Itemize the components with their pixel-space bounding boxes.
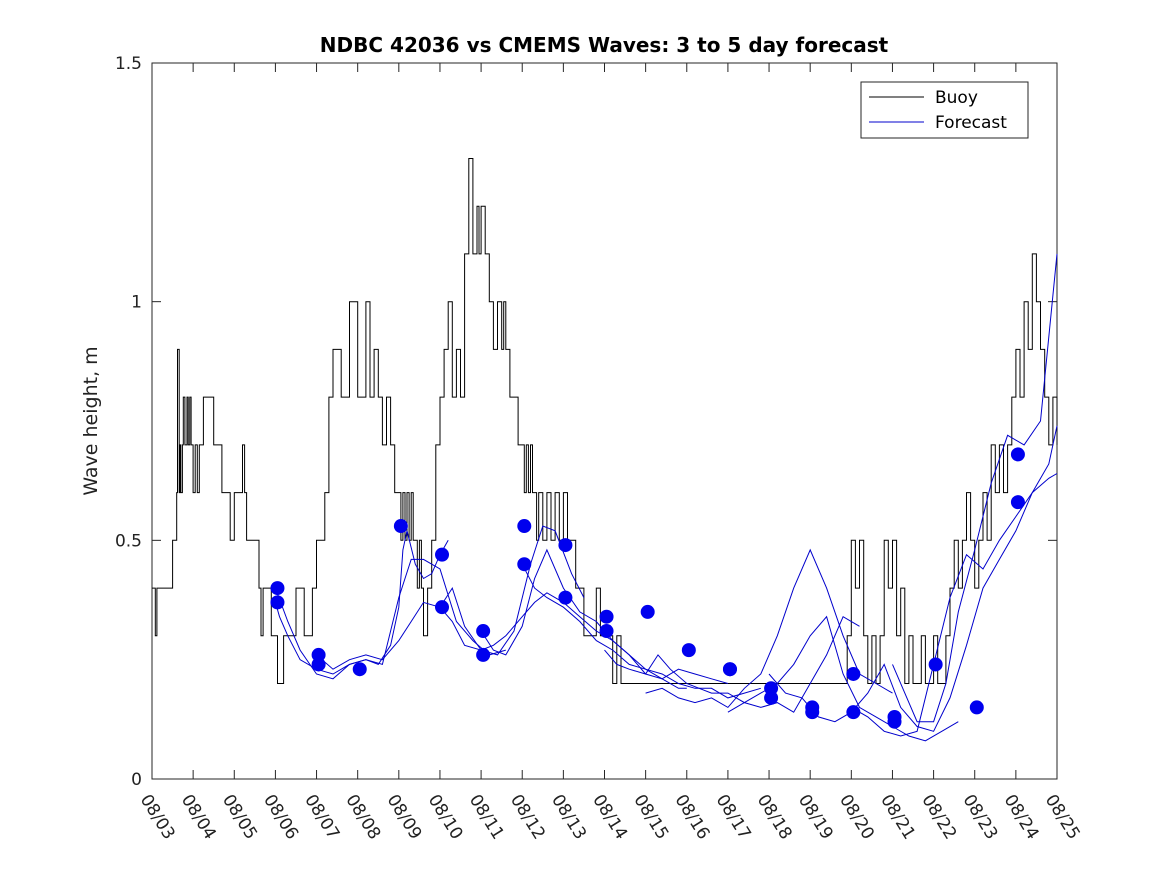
forecast-series-line-11: [851, 473, 1058, 737]
x-tick-label: 08/10: [424, 791, 467, 843]
legend-forecast-label: Forecast: [935, 113, 1007, 133]
forecast-start-marker: [352, 662, 367, 677]
legend-box: [860, 81, 1029, 139]
forecast-start-marker: [517, 519, 532, 534]
forecast-start-marker: [599, 624, 614, 639]
x-tick-label: 08/18: [753, 791, 796, 843]
legend: Buoy Forecast: [860, 81, 1029, 139]
forecast-start-marker: [887, 714, 902, 729]
forecast-start-marker: [435, 547, 450, 562]
x-tick-label: 08/05: [218, 791, 261, 843]
forecast-start-marker: [969, 700, 984, 715]
forecast-start-marker: [764, 690, 779, 705]
forecast-start-marker: [270, 595, 285, 610]
x-tick-label: 08/24: [1000, 791, 1043, 843]
forecast-start-marker: [681, 643, 696, 658]
forecast-start-marker: [928, 657, 943, 672]
x-tick-label: 08/15: [629, 791, 672, 843]
forecast-start-marker: [1010, 495, 1025, 510]
marker-layer: [270, 447, 1025, 729]
legend-buoy-label: Buoy: [935, 88, 978, 108]
forecast-series-line-2: [274, 558, 506, 680]
forecast-start-marker: [599, 609, 614, 624]
x-tick-label: 08/14: [588, 791, 631, 843]
forecast-start-marker: [311, 657, 326, 672]
x-tick-label: 08/09: [383, 791, 426, 843]
forecast-start-marker: [393, 519, 408, 534]
y-tick-label: 1.5: [115, 54, 142, 74]
x-tick-label: 08/20: [835, 791, 878, 843]
forecast-series-line-5: [480, 548, 729, 684]
x-tick-label: 08/04: [177, 791, 220, 843]
forecast-series-line-7: [604, 615, 860, 713]
x-tick-label: 08/03: [136, 791, 179, 843]
y-tick-label: 0: [131, 770, 142, 790]
forecast-series-line-4: [439, 592, 687, 689]
x-tick-label: 08/19: [794, 791, 837, 843]
forecast-start-marker: [435, 600, 450, 615]
x-tick-label: 08/12: [506, 791, 549, 843]
forecast-start-marker: [722, 662, 737, 677]
forecast-start-marker: [640, 604, 655, 619]
y-tick-labels: 0 0.5 1 1.5: [115, 54, 142, 790]
forecast-series-line-10: [768, 425, 1058, 732]
buoy-series-line: [152, 158, 1058, 684]
x-tick-label: 08/07: [300, 791, 343, 843]
plot-area: [151, 62, 1058, 780]
y-tick-label: 0.5: [115, 531, 142, 551]
x-tick-label: 08/13: [547, 791, 590, 843]
x-tick-label: 08/25: [1041, 791, 1084, 843]
forecast-series-line-3: [316, 525, 585, 670]
x-tick-label: 08/08: [341, 791, 384, 843]
x-tick-label: 08/11: [465, 791, 508, 843]
x-tick-label: 08/06: [259, 791, 302, 843]
axis-ticks: [151, 62, 1058, 780]
forecast-start-marker: [846, 666, 861, 681]
x-tick-label: 08/17: [712, 791, 755, 843]
x-tick-label: 08/21: [876, 791, 919, 843]
forecast-start-marker: [805, 705, 820, 720]
x-tick-label: 08/22: [917, 791, 960, 843]
forecast-start-marker: [476, 647, 491, 662]
forecast-start-marker: [270, 581, 285, 596]
forecast-start-marker: [517, 557, 532, 572]
x-tick-labels: 08/0308/0408/0508/0608/0708/0808/0908/10…: [136, 791, 1084, 843]
x-tick-label: 08/16: [671, 791, 714, 843]
forecast-start-marker: [476, 624, 491, 639]
forecast-series-line-12: [892, 253, 1058, 723]
x-tick-label: 08/23: [958, 791, 1001, 843]
series-layer: [152, 158, 1058, 742]
forecast-series-line-8: [645, 548, 893, 709]
forecast-start-marker: [1010, 447, 1025, 462]
forecast-start-marker: [558, 590, 573, 605]
forecast-start-marker: [846, 705, 861, 720]
chart-title: NDBC 42036 vs CMEMS Waves: 3 to 5 day fo…: [320, 33, 889, 57]
y-axis-label: Wave height, m: [80, 346, 102, 495]
y-tick-label: 1: [131, 293, 142, 313]
forecast-start-marker: [558, 538, 573, 553]
